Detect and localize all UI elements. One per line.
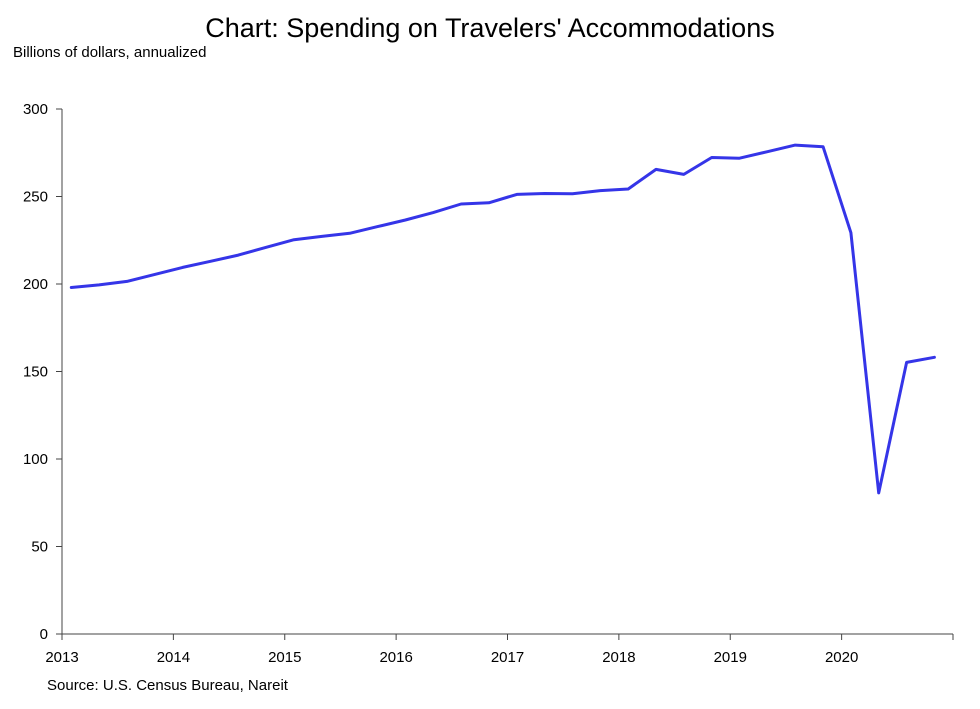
series-line bbox=[69, 143, 936, 495]
y-tick-label: 150 bbox=[23, 364, 48, 381]
y-tick-label: 250 bbox=[23, 189, 48, 206]
source-note: Source: U.S. Census Bureau, Nareit bbox=[47, 677, 288, 694]
y-tick-label: 0 bbox=[40, 626, 48, 643]
x-tick-label: 2015 bbox=[268, 649, 301, 666]
y-tick-label: 300 bbox=[23, 101, 48, 118]
x-tick-label: 2013 bbox=[45, 649, 78, 666]
y-axis-label: Billions of dollars, annualized bbox=[13, 44, 207, 61]
y-tick-label: 50 bbox=[31, 539, 48, 556]
x-tick-label: 2016 bbox=[379, 649, 412, 666]
x-tick-labels: 2013 2014 2015 2016 2017 2018 2019 2020 bbox=[45, 649, 858, 666]
y-tick-label: 100 bbox=[23, 451, 48, 468]
x-tick-label: 2019 bbox=[714, 649, 747, 666]
x-tick-label: 2017 bbox=[491, 649, 524, 666]
x-tick-label: 2014 bbox=[157, 649, 190, 666]
y-tick-label: 200 bbox=[23, 276, 48, 293]
chart-axes bbox=[56, 108, 954, 640]
x-tick-label: 2018 bbox=[602, 649, 635, 666]
chart-title: Chart: Spending on Travelers' Accommodat… bbox=[205, 13, 775, 43]
series-group bbox=[69, 143, 936, 495]
y-tick-labels: 0 50 100 150 200 250 300 bbox=[23, 101, 48, 643]
x-tick-label: 2020 bbox=[825, 649, 858, 666]
